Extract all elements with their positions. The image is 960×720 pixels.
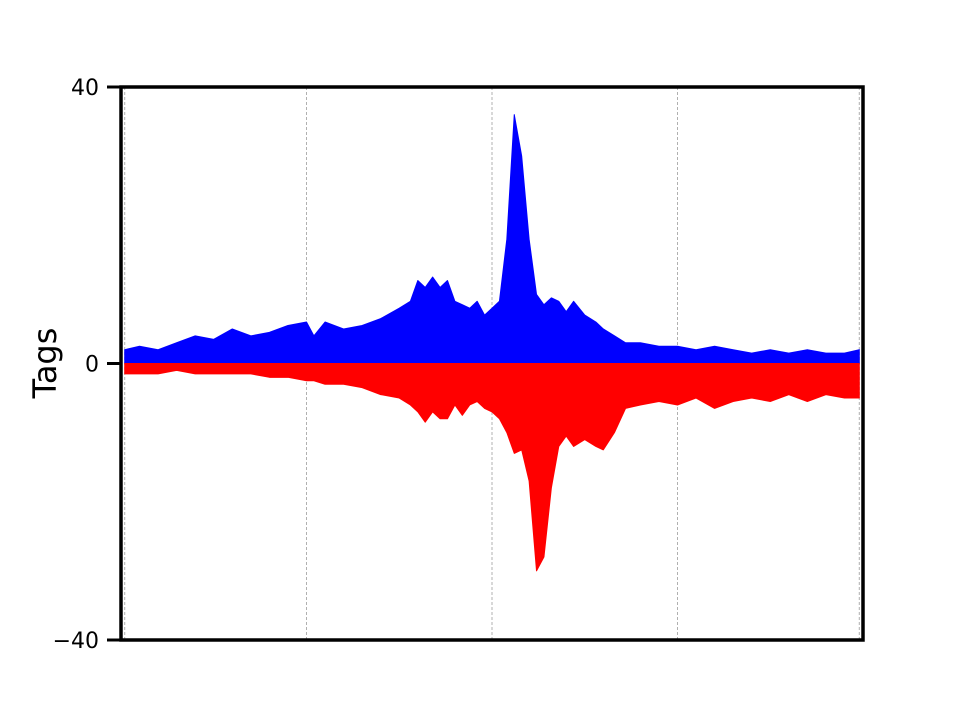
y-tick-label-2: −40: [53, 629, 99, 654]
y-axis-title: Tags: [26, 328, 64, 400]
y-tick-label-1: 0: [85, 353, 99, 378]
series-area-negative: [124, 363, 860, 572]
y-tick-label-0: 40: [71, 76, 99, 101]
y-axis-ticks: 40 0 −40: [53, 76, 121, 654]
series-areas: [124, 114, 860, 572]
series-area-positive: [124, 114, 860, 364]
